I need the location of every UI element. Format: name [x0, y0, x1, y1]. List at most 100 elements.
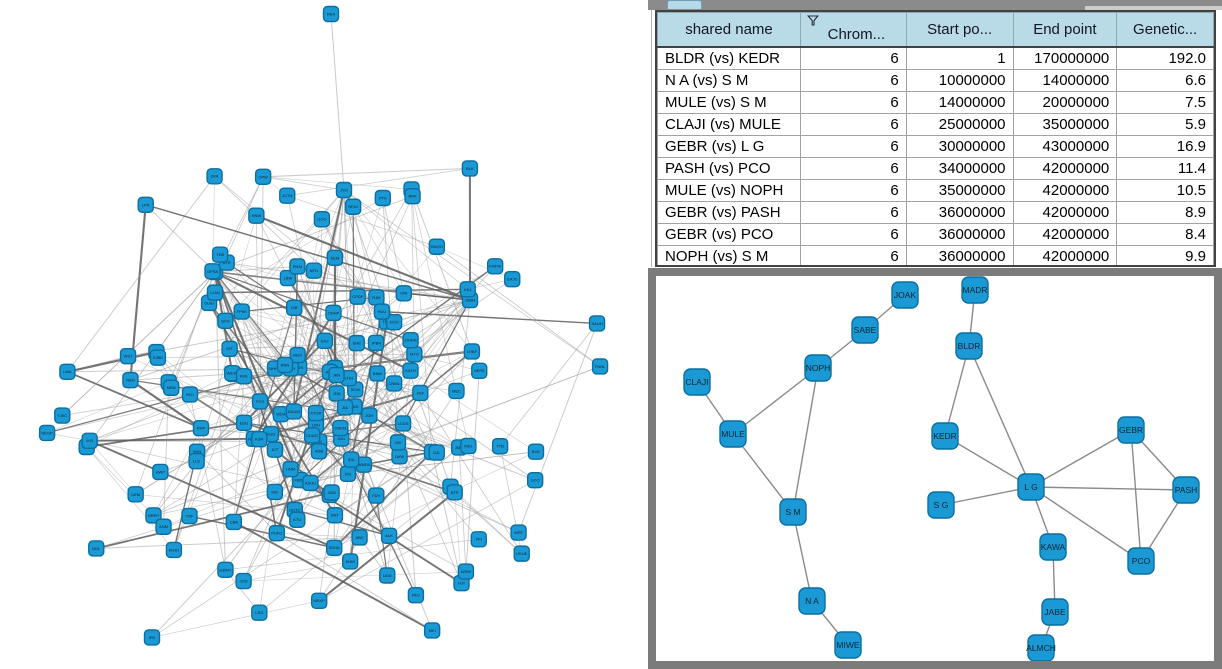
- table-cell[interactable]: 42000000: [1012, 201, 1118, 224]
- isolated-edge[interactable]: [330, 13, 345, 191]
- edge-GEBR-PCO[interactable]: [1130, 429, 1142, 562]
- detail-nodes[interactable]: JOAK SABE NOPH CLAJI MULE S M N A MIWE MADR BLDR K…: [683, 276, 1200, 661]
- node-KEDR[interactable]: KEDR: [931, 422, 959, 450]
- node-SG[interactable]: S G: [927, 491, 955, 519]
- table-cell[interactable]: PASH (vs) PCO: [657, 157, 802, 180]
- overview-node[interactable]: MKI: [423, 622, 441, 639]
- overview-node[interactable]: PTK: [374, 189, 392, 207]
- edge-MULE-SM[interactable]: [732, 433, 794, 513]
- overview-node[interactable]: JDN: [328, 385, 345, 402]
- overview-node[interactable]: TJKC: [54, 407, 71, 424]
- overview-node[interactable]: KTU: [289, 511, 306, 528]
- table-row[interactable]: N A (vs) S M 6 10000000 14000000 6.6: [657, 69, 1214, 92]
- panel-tab[interactable]: [667, 0, 702, 9]
- edge-SG-LG[interactable]: [940, 486, 1032, 506]
- table-cell[interactable]: 8.9: [1116, 201, 1214, 224]
- table-row[interactable]: MULE (vs) NOPH 6 35000000 42000000 10.5: [657, 179, 1214, 202]
- table-cell[interactable]: 6: [800, 179, 907, 202]
- overview-node[interactable]: HEPE: [471, 362, 488, 379]
- node-NA[interactable]: N A: [798, 587, 826, 615]
- overview-node[interactable]: ITG: [339, 465, 357, 483]
- overview-node[interactable]: EUU: [235, 414, 253, 432]
- table-row[interactable]: MULE (vs) S M 6 14000000 20000000 7.5: [657, 91, 1214, 114]
- table-row[interactable]: BLDR (vs) KEDR 6 1 170000000 192.0: [657, 46, 1214, 70]
- overview-node[interactable]: SHE: [348, 334, 365, 352]
- table-cell[interactable]: 1: [905, 46, 1014, 70]
- overview-node[interactable]: LHBF: [463, 343, 481, 360]
- table-cell[interactable]: 170000000: [1012, 46, 1118, 70]
- column-header-start-position[interactable]: Start po...: [905, 12, 1014, 48]
- column-header-chromosome[interactable]: Chrom...: [800, 12, 907, 48]
- edge-NOPH-SM[interactable]: [792, 367, 819, 513]
- overview-node[interactable]: NEGP: [38, 424, 56, 442]
- overview-node[interactable]: DDL: [88, 540, 105, 557]
- overview-node[interactable]: WMFA: [355, 456, 373, 473]
- splitter-handle[interactable]: [1085, 6, 1222, 10]
- overview-node[interactable]: JOD: [235, 572, 252, 590]
- overview-node[interactable]: BGK: [527, 443, 545, 460]
- overview-node[interactable]: FDH: [368, 487, 385, 504]
- edge-NOPH-MULE[interactable]: [732, 367, 819, 435]
- overview-node[interactable]: LPR: [137, 196, 154, 214]
- overview-node[interactable]: FFI: [470, 531, 487, 548]
- table-cell[interactable]: 6: [800, 157, 907, 180]
- table-cell[interactable]: 192.0: [1116, 46, 1214, 70]
- table-cell[interactable]: 25000000: [905, 113, 1014, 136]
- table-cell[interactable]: 10000000: [905, 69, 1014, 92]
- overview-node[interactable]: KHJD: [165, 541, 183, 559]
- overview-node[interactable]: ABC: [351, 529, 368, 546]
- node-CLAJI[interactable]: CLAJI: [683, 368, 711, 396]
- table-cell[interactable]: 20000000: [1012, 91, 1118, 114]
- overview-node[interactable]: IKG: [81, 432, 98, 449]
- overview-node[interactable]: TEB: [211, 246, 229, 263]
- overview-node[interactable]: BKT: [326, 507, 344, 524]
- overview-node[interactable]: MUS: [289, 346, 306, 364]
- table-cell[interactable]: 6.6: [1116, 69, 1214, 92]
- table-cell[interactable]: 14000000: [1012, 69, 1118, 92]
- table-cell[interactable]: 42000000: [1012, 179, 1118, 202]
- overview-node[interactable]: GCO: [526, 471, 544, 489]
- edge-KEDR-LG[interactable]: [944, 435, 1032, 488]
- overview-node[interactable]: UEM: [127, 486, 144, 503]
- table-cell[interactable]: 36000000: [905, 201, 1014, 224]
- overview-node[interactable]: BNOO: [428, 238, 446, 255]
- table-row[interactable]: CLAJI (vs) MULE 6 25000000 35000000 5.9: [657, 113, 1214, 136]
- overview-node[interactable]: LWA: [59, 363, 76, 380]
- overview-node[interactable]: OHDN: [402, 332, 419, 349]
- column-header-shared-name[interactable]: shared name: [657, 12, 802, 48]
- overview-node[interactable]: JUTN: [279, 187, 296, 204]
- overview-node[interactable]: JDM: [323, 484, 340, 501]
- table-row[interactable]: GEBR (vs) PCO 6 36000000 42000000 8.4: [657, 223, 1214, 246]
- overview-node[interactable]: KTOR: [307, 404, 325, 422]
- node-PASH[interactable]: PASH: [1172, 476, 1200, 504]
- node-MADR[interactable]: MADR: [961, 276, 989, 304]
- overview-node[interactable]: GJL: [428, 444, 445, 461]
- overview-node[interactable]: LSG: [251, 604, 268, 621]
- table-row[interactable]: GEBR (vs) PASH 6 36000000 42000000 8.9: [657, 201, 1214, 224]
- overview-node[interactable]: ALK: [380, 527, 398, 545]
- overview-node[interactable]: DLWG: [303, 427, 321, 444]
- overview-node[interactable]: ASUU: [302, 474, 319, 492]
- overview-node[interactable]: ANM: [155, 518, 172, 535]
- overview-node[interactable]: TTB: [491, 438, 509, 455]
- overview-node[interactable]: NFG: [305, 262, 323, 279]
- overview-node[interactable]: HWP: [152, 463, 169, 481]
- table-cell[interactable]: 43000000: [1012, 135, 1118, 158]
- table-cell[interactable]: MULE (vs) S M: [657, 91, 802, 114]
- overview-node[interactable]: ONI: [395, 285, 412, 302]
- overview-network-canvas[interactable]: JSOLFNTFTPEKOMJSBMFBDRRGJNEGPBNOOCCAPUFO…: [0, 0, 648, 669]
- edge-SM-NA[interactable]: [792, 511, 813, 602]
- overview-node[interactable]: OSKM: [332, 419, 349, 437]
- overview-node[interactable]: PNAI: [289, 258, 306, 275]
- node-MIWE[interactable]: MIWE: [834, 631, 862, 659]
- overview-node[interactable]: WST: [119, 347, 137, 365]
- overview-node[interactable]: KJBK: [149, 349, 167, 366]
- table-cell[interactable]: 5.9: [1116, 113, 1214, 136]
- table-cell[interactable]: GEBR (vs) L G: [657, 135, 802, 158]
- table-cell[interactable]: GEBR (vs) PASH: [657, 201, 802, 224]
- edge-LG-PCO[interactable]: [1030, 486, 1142, 562]
- overview-node[interactable]: FPKK: [233, 303, 250, 320]
- table-cell[interactable]: NOPH (vs) S M: [657, 245, 802, 265]
- node-ALMCH[interactable]: ALMCH: [1026, 634, 1056, 661]
- table-cell[interactable]: 36000000: [905, 223, 1014, 246]
